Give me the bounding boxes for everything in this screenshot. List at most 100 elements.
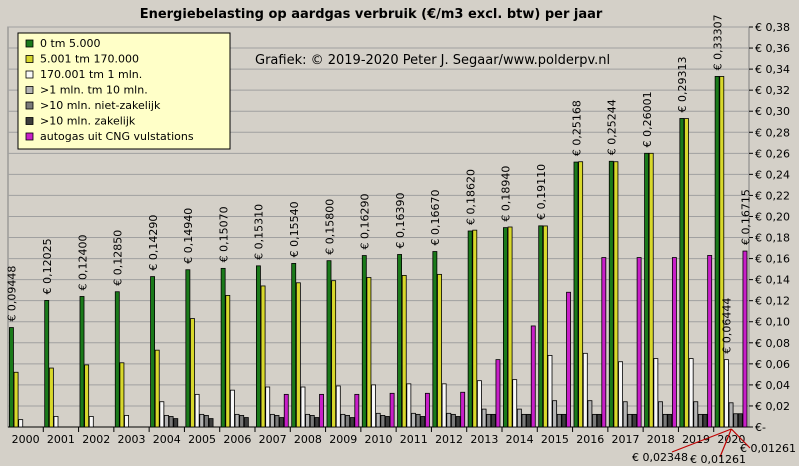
annotation-white-2020: € 0,06444 [721, 298, 734, 354]
bar [260, 285, 266, 428]
legend-swatch [25, 39, 34, 48]
legend-label: >10 mln. zakelijk [40, 115, 136, 128]
bar [601, 257, 607, 428]
bar [420, 416, 426, 428]
x-tick-label: 2016 [576, 433, 604, 446]
x-tick-label: 2012 [435, 433, 463, 446]
bar [340, 413, 346, 428]
bar [415, 413, 421, 428]
bar [190, 318, 195, 428]
bar [291, 263, 297, 428]
y-tick-label: € 0,04 [755, 379, 790, 392]
bar [486, 413, 492, 428]
bar [349, 417, 355, 428]
legend-label: 5.001 tm 170.000 [40, 53, 139, 66]
bar [728, 402, 734, 428]
annotations: € 0,16715€ 0,06444€ 0,02348 € 0,01261€ 0,… [632, 189, 796, 466]
bar [13, 371, 19, 428]
bar [667, 413, 673, 428]
bar [375, 412, 381, 428]
value-label: € 0,12025 [41, 238, 54, 294]
bar [220, 267, 226, 428]
x-tick-label: 2010 [365, 433, 393, 446]
bar [305, 413, 311, 428]
x-tick-label: 2001 [47, 433, 75, 446]
y-tick-label: € 0,14 [755, 274, 790, 287]
bar [234, 413, 240, 428]
bar [552, 400, 558, 428]
legend-swatch [25, 132, 34, 141]
x-tick-label: 2008 [294, 433, 322, 446]
bar [199, 413, 205, 428]
bars [9, 76, 748, 428]
bar [366, 277, 372, 428]
bar [521, 413, 527, 428]
bar [406, 383, 412, 428]
value-label: € 0,16670 [429, 190, 442, 246]
bar [467, 230, 473, 428]
bar [185, 269, 191, 428]
bar [632, 413, 637, 428]
bar [697, 413, 703, 428]
value-label: € 0,09448 [6, 266, 19, 322]
bar [724, 359, 729, 428]
x-tick-label: 2017 [612, 433, 640, 446]
bar [460, 391, 466, 428]
bar [742, 250, 748, 428]
value-label: € 0,25168 [570, 100, 583, 156]
bar [636, 257, 642, 428]
bar [88, 416, 94, 428]
value-label: € 0,12850 [112, 230, 125, 286]
bar [124, 415, 129, 428]
y-tick-label: € 0,06 [755, 358, 790, 371]
bar [309, 415, 315, 428]
y-tick-label: € 0,28 [755, 126, 790, 139]
legend-label: 0 tm 5.000 [40, 37, 101, 50]
x-tick-label: 2011 [400, 433, 428, 446]
x-tick-label: 2007 [259, 433, 287, 446]
y-tick-label: € 0,20 [755, 210, 790, 223]
bar [455, 416, 461, 428]
bar [441, 383, 447, 428]
bar [389, 392, 395, 428]
bar [737, 413, 743, 428]
x-tick-label: 2019 [682, 433, 710, 446]
x-tick-label: 2013 [470, 433, 498, 446]
legend-label: >10 mln. niet-zakelijk [40, 99, 161, 112]
annotation-lower-2: € 0,01261 [690, 453, 746, 466]
bar [295, 282, 301, 428]
annotation-arrow [671, 428, 732, 453]
value-label: € 0,14290 [147, 215, 160, 271]
bar [274, 415, 280, 428]
bar [397, 254, 402, 428]
bar [653, 358, 659, 428]
x-tick-label: 2003 [118, 433, 146, 446]
bar [613, 161, 619, 428]
y-tick-label: € 0,16 [755, 253, 790, 266]
bar [658, 401, 663, 428]
bar [644, 152, 649, 428]
x-tick-label: 2018 [647, 433, 675, 446]
value-label: € 0,26001 [641, 91, 654, 147]
bar [578, 161, 584, 428]
bar [538, 225, 544, 428]
bar [530, 325, 536, 428]
bar [684, 118, 689, 428]
bar [432, 251, 438, 428]
bar [159, 401, 165, 428]
bar [18, 419, 24, 428]
x-tick-label: 2015 [541, 433, 569, 446]
bar [608, 160, 614, 428]
bar [542, 225, 548, 428]
value-label: € 0,15070 [217, 206, 230, 262]
value-label: € 0,18620 [464, 169, 477, 225]
bar [472, 229, 478, 428]
bar [481, 408, 487, 428]
legend-swatch [25, 70, 34, 79]
value-label: € 0,15800 [323, 199, 336, 255]
bar [648, 152, 654, 428]
bar [566, 291, 571, 428]
bar [239, 415, 245, 428]
y-tick-label: € 0,36 [755, 42, 790, 55]
bar [516, 408, 522, 428]
